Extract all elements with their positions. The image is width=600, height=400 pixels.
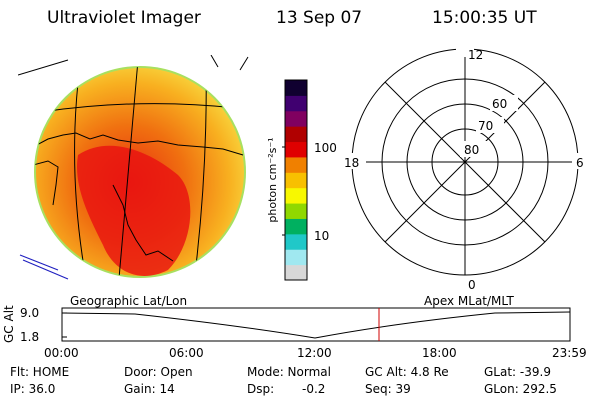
header-time: 15:00:35 UT [432,8,537,28]
colorbar-segment [285,156,307,173]
colorbar-segment [285,187,307,204]
timeline-left-label: Geographic Lat/Lon [70,294,188,308]
colorbar-segment [285,80,307,96]
colorbar-segment [285,264,307,281]
info-flt: Flt: HOME [10,365,70,379]
colorbar-unit-label: photon cm⁻²s⁻¹ [266,137,279,222]
app-title: Ultraviolet Imager [47,8,201,28]
mlt-label-6: 6 [576,156,584,170]
uv-earth-image [18,55,249,280]
altitude-curve [61,311,571,339]
colorbar-segment [285,233,307,250]
timeline-plot [61,307,571,342]
mlt-label-0: 0 [468,278,476,290]
colorbar-segment [285,203,307,219]
timeline-xtick-0600: 06:00 [169,346,204,360]
timeline-xtick-2359: 23:59 [552,346,587,360]
info-dsp-value: -0.2 [302,382,326,396]
timeline-right-label: Apex MLat/MLT [424,294,514,308]
colorbar-segment [285,141,307,158]
lon-line-outside [18,55,249,76]
aurora-region [77,145,191,276]
colorbar-segment [285,126,307,143]
colorbar-segment [285,172,307,189]
lat-label-60: 60 [492,97,507,111]
coastline [35,132,244,262]
info-glat: GLat: -39.9 [484,365,551,379]
colorbar-segment [285,249,307,266]
info-mode: Mode: Normal [247,365,331,379]
info-gc-alt: GC Alt: 4.8 Re [365,365,449,379]
colorbar-frame [284,79,308,281]
info-glon: GLon: 292.5 [484,382,557,396]
info-dsp-label: Dsp: [247,382,275,396]
info-seq: Seq: 39 [365,382,411,396]
timeline-xtick-0000: 00:00 [44,346,79,360]
info-gain: Gain: 14 [124,382,175,396]
timeline-ytick-top: 9.0 [20,306,40,320]
timeline-xtick-1800: 18:00 [422,346,457,360]
polar-diagonal-2 [384,81,546,243]
info-door: Door: Open [124,365,193,379]
header-date: 13 Sep 07 [276,8,363,28]
lat-label-70: 70 [478,119,493,133]
mlt-label-12: 12 [468,48,483,62]
timeline-ylabel: GC Alt [2,305,16,343]
info-ip: IP: 36.0 [10,382,56,396]
lat-label-80: 80 [464,143,479,157]
timeline-ytick-bottom: 1.8 [20,330,40,344]
colorbar-tick-10-label: 10 [314,229,330,243]
colorbar-tick-100-label: 100 [314,141,337,155]
timeline-frame [61,307,571,342]
colorbar: photon cm⁻²s⁻¹ [266,79,308,281]
timeline-xtick-1200: 12:00 [297,346,332,360]
mlt-label-18: 18 [344,156,359,170]
colorbar-segment [285,110,307,127]
polar-plot: 12 6 0 18 60 70 80 [340,45,590,290]
colorbar-segment [285,95,307,112]
colorbar-segment [285,218,307,235]
blue-track [19,254,69,280]
